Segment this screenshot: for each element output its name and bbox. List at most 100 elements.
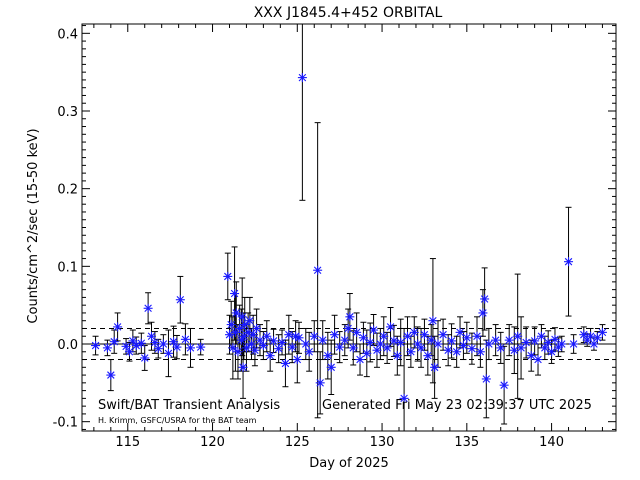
data-point-marker <box>309 331 319 341</box>
data-point-marker <box>326 362 336 372</box>
data-point-marker <box>121 341 131 351</box>
data-point-marker <box>579 330 589 340</box>
data-point-marker <box>586 331 596 341</box>
data-point-marker <box>597 327 607 337</box>
annotation-generated: Generated Fri May 23 02:39:37 UTC 2025 <box>322 398 592 413</box>
data-point-marker <box>452 347 462 357</box>
data-point-marker <box>223 271 233 281</box>
data-point-marker <box>262 331 272 341</box>
data-point-marker <box>547 347 557 357</box>
y-axis-label: Counts/cm^2/sec (15-50 keV) <box>26 128 41 323</box>
annotation-analysis: Swift/BAT Transient Analysis <box>98 398 280 413</box>
data-point-marker <box>226 320 236 330</box>
data-point-marker <box>509 345 519 355</box>
data-point-marker <box>113 322 123 332</box>
data-point-marker <box>330 330 340 340</box>
data-point-marker <box>533 355 543 365</box>
y-tick-label: 0.2 <box>57 183 78 198</box>
data-point-marker <box>379 331 389 341</box>
y-tick-label: 0.1 <box>57 260 78 275</box>
data-point-marker <box>499 380 509 390</box>
data-point-marker <box>399 393 409 403</box>
data-point-marker <box>231 308 241 318</box>
data-point-marker <box>392 351 402 361</box>
data-point-marker <box>230 289 240 299</box>
data-point-marker <box>228 343 238 353</box>
data-point-marker <box>543 337 553 347</box>
data-point-marker <box>426 335 436 345</box>
data-point-marker <box>396 337 406 347</box>
data-point-marker <box>491 335 501 345</box>
x-axis-ticks: 115 120 125 130 135 140 <box>93 24 603 450</box>
data-point-marker <box>369 325 379 335</box>
data-point-marker <box>124 347 134 357</box>
data-point-marker <box>136 338 146 348</box>
data-point-marker <box>297 73 307 83</box>
y-tick-label: -0.1 <box>53 416 78 431</box>
data-point-marker <box>530 336 540 346</box>
data-point-marker <box>313 265 323 275</box>
data-point-marker <box>153 344 163 354</box>
data-point-marker <box>496 343 506 353</box>
data-point-marker <box>91 341 101 351</box>
data-point-marker <box>402 331 412 341</box>
data-point-marker <box>455 327 465 337</box>
y-tick-label: 0.3 <box>57 105 78 120</box>
data-point-marker <box>265 351 275 361</box>
data-point-marker <box>375 339 385 349</box>
data-point-marker <box>158 339 168 349</box>
data-point-marker <box>315 378 325 388</box>
data-point-marker <box>365 337 375 347</box>
data-point-marker <box>536 331 546 341</box>
data-point-marker <box>255 335 265 345</box>
data-point-marker <box>140 353 150 363</box>
data-point-marker <box>475 347 485 357</box>
data-point-marker <box>180 334 190 344</box>
data-point-marker <box>238 362 248 372</box>
y-tick-label: 0.4 <box>57 27 78 42</box>
y-axis-ticks: -0.1 0.0 0.1 0.2 0.3 0.4 <box>53 25 616 431</box>
x-tick-label: 115 <box>115 435 140 450</box>
data-point-marker <box>478 308 488 318</box>
data-point-marker <box>169 337 179 347</box>
data-point-marker <box>345 312 355 322</box>
data-point-marker <box>389 336 399 346</box>
y-tick-label: 0.0 <box>57 338 78 353</box>
data-point-marker <box>323 351 333 361</box>
data-point-marker <box>569 339 579 349</box>
data-point-marker <box>280 358 290 368</box>
data-point-marker <box>352 327 362 337</box>
data-point-marker <box>292 355 302 365</box>
data-point-marker <box>301 339 311 349</box>
x-tick-label: 130 <box>370 435 395 450</box>
data-point-marker <box>304 347 314 357</box>
data-point-marker <box>233 347 243 357</box>
data-point-marker <box>416 343 426 353</box>
data-point-marker <box>462 333 472 343</box>
x-tick-label: 120 <box>200 435 225 450</box>
data-point-marker <box>467 344 477 354</box>
data-point-marker <box>143 303 153 313</box>
data-point-marker <box>481 374 491 384</box>
data-point-marker <box>269 336 279 346</box>
data-point-marker <box>419 330 429 340</box>
data-point-marker <box>472 331 482 341</box>
data-point-marker <box>348 343 358 353</box>
data-point-marker <box>386 322 396 332</box>
data-point-marker <box>557 339 567 349</box>
data-point-marker <box>513 331 523 341</box>
data-point-marker <box>589 339 599 349</box>
data-point-marker <box>550 334 560 344</box>
data-point-marker <box>343 323 353 333</box>
x-tick-label: 125 <box>285 435 310 450</box>
data-point-marker <box>480 294 490 304</box>
chart-title: XXX J1845.4+452 ORBITAL <box>254 5 443 21</box>
data-point-marker <box>252 323 262 333</box>
data-point-marker <box>175 295 185 305</box>
data-point-marker <box>106 370 116 380</box>
data-point-marker <box>382 343 392 353</box>
data-point-marker <box>409 327 419 337</box>
data-point-marker <box>163 348 173 358</box>
data-point-marker <box>277 337 287 347</box>
data-point-marker <box>443 345 453 355</box>
